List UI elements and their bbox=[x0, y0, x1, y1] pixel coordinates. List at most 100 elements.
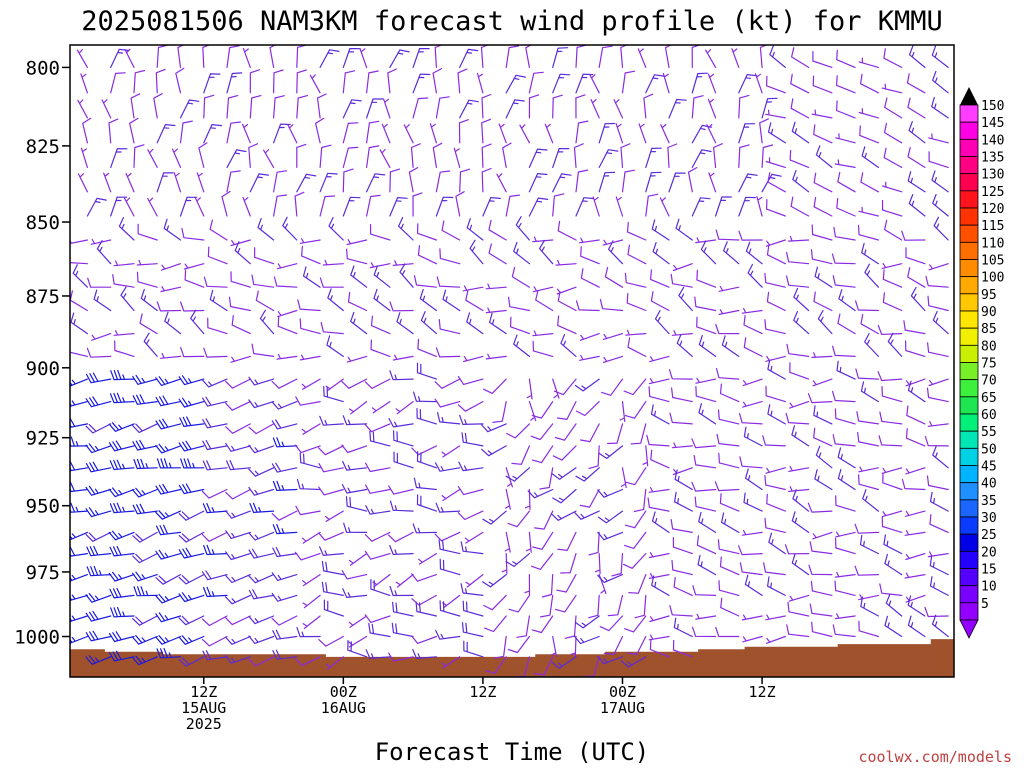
wind-barb-8-7 bbox=[257, 218, 275, 241]
wind-barb-1-5 bbox=[103, 172, 112, 193]
wind-barb-15-8 bbox=[417, 245, 437, 265]
wind-barb-22-10 bbox=[575, 300, 600, 312]
wind-barb-26-14 bbox=[671, 387, 693, 403]
wind-barb-16-11 bbox=[438, 319, 461, 335]
wind-barb-30-16 bbox=[762, 435, 786, 447]
wind-barb-3-6 bbox=[147, 197, 158, 217]
colorbar-cell-60 bbox=[959, 413, 979, 432]
wind-barb-27-23 bbox=[692, 585, 717, 596]
wind-barb-21-12 bbox=[560, 334, 577, 357]
wind-barb-29-13 bbox=[742, 378, 763, 387]
wind-barb-19-4 bbox=[528, 148, 548, 168]
wind-barb-8-25 bbox=[248, 635, 275, 644]
colorbar-label-150: 150 bbox=[981, 99, 1004, 114]
wind-barb-37-17 bbox=[932, 445, 949, 469]
wind-barb-12-24 bbox=[348, 615, 368, 628]
wind-barb-27-24 bbox=[695, 613, 717, 620]
colorbar-cell-110 bbox=[959, 241, 979, 260]
wind-barb-36-16 bbox=[905, 428, 926, 447]
wind-barb-27-21 bbox=[696, 535, 717, 555]
wind-barb-6-2 bbox=[226, 95, 239, 119]
wind-barb-36-2 bbox=[907, 97, 926, 119]
wind-barb-17-4 bbox=[481, 143, 492, 168]
wind-barb-24-23 bbox=[634, 594, 647, 619]
wind-barb-14-14 bbox=[395, 401, 414, 415]
wind-barb-11-18 bbox=[318, 486, 344, 496]
wind-barb-11-21 bbox=[319, 546, 344, 556]
wind-barb-0-4 bbox=[80, 147, 88, 168]
wind-barb-26-16 bbox=[671, 442, 693, 449]
wind-barb-25-21 bbox=[648, 552, 670, 559]
wind-barb-34-2 bbox=[858, 108, 879, 119]
terrain-fill bbox=[70, 639, 954, 677]
wind-barb-37-2 bbox=[931, 96, 949, 119]
wind-barb-28-22 bbox=[719, 556, 740, 576]
wind-barb-27-10 bbox=[694, 296, 717, 312]
wind-barb-34-3 bbox=[859, 125, 879, 144]
wind-barb-25-7 bbox=[651, 219, 670, 241]
wind-barb-31-6 bbox=[790, 196, 810, 217]
wind-barb-36-9 bbox=[907, 267, 926, 288]
wind-barb-9-16 bbox=[272, 437, 298, 448]
wind-barb-30-18 bbox=[764, 475, 786, 491]
colorbar-label-50: 50 bbox=[981, 442, 997, 457]
wind-barb-20-17 bbox=[539, 467, 554, 490]
wind-barb-33-8 bbox=[831, 253, 856, 265]
wind-barb-20-19 bbox=[534, 510, 554, 530]
wind-barb-26-22 bbox=[671, 559, 693, 576]
wind-barb-15-24 bbox=[415, 601, 437, 617]
wind-barb-19-22 bbox=[524, 574, 531, 596]
wind-barb-20-7 bbox=[532, 236, 554, 243]
wind-barb-18-2 bbox=[505, 99, 525, 119]
wind-barb-2-23 bbox=[109, 587, 135, 599]
wind-barb-12-1 bbox=[366, 70, 379, 94]
wind-barb-34-12 bbox=[864, 333, 879, 357]
wind-barb-22-24 bbox=[574, 615, 600, 629]
wind-barb-6-23 bbox=[203, 586, 228, 598]
wind-barb-12-23 bbox=[342, 588, 368, 598]
wind-barb-32-23 bbox=[810, 580, 833, 596]
wind-barb-10-8 bbox=[301, 245, 321, 265]
wind-barb-33-7 bbox=[833, 226, 856, 241]
wind-barb-8-9 bbox=[251, 274, 275, 288]
colorbar-cell-125 bbox=[959, 190, 979, 209]
wind-barb-28-9 bbox=[718, 285, 740, 292]
wind-barb-23-14 bbox=[619, 401, 626, 423]
wind-barb-4-4 bbox=[171, 148, 182, 168]
wind-barb-8-23 bbox=[248, 589, 275, 600]
wind-barb-31-24 bbox=[787, 601, 810, 617]
wind-barb-29-24 bbox=[741, 614, 763, 621]
wind-barb-2-13 bbox=[110, 369, 135, 381]
wind-barb-33-24 bbox=[834, 613, 856, 620]
wind-barb-35-18 bbox=[882, 472, 903, 491]
wind-barb-28-5 bbox=[738, 173, 758, 193]
wind-barb-32-25 bbox=[811, 621, 833, 638]
wind-barb-0-25 bbox=[70, 635, 88, 644]
colorbar-cell-55 bbox=[959, 430, 979, 449]
wind-barb-17-9 bbox=[462, 285, 484, 292]
wind-barb-5-6 bbox=[194, 197, 205, 217]
wind-barb-20-13 bbox=[552, 378, 560, 399]
wind-barb-28-2 bbox=[738, 94, 750, 119]
wind-barb-16-24 bbox=[439, 600, 461, 617]
wind-barb-12-15 bbox=[342, 415, 368, 426]
wind-barb-20-2 bbox=[552, 94, 563, 119]
wind-barb-1-23 bbox=[85, 593, 112, 603]
colorbar-label-145: 145 bbox=[981, 116, 1004, 131]
wind-barb-33-23 bbox=[834, 580, 856, 596]
wind-barb-11-1 bbox=[342, 70, 356, 94]
wind-barb-34-14 bbox=[860, 381, 879, 403]
wind-barb-0-5 bbox=[77, 173, 88, 193]
wind-barb-6-15 bbox=[202, 418, 228, 429]
wind-barb-11-22 bbox=[321, 560, 344, 576]
wind-barb-16-15 bbox=[437, 412, 461, 425]
wind-barb-2-20 bbox=[108, 530, 135, 541]
wind-barb-34-20 bbox=[854, 523, 879, 534]
wind-barb-0-20 bbox=[70, 531, 88, 541]
colorbar-cell-15 bbox=[959, 568, 979, 587]
wind-barb-32-18 bbox=[814, 469, 833, 491]
wind-barb-29-2 bbox=[761, 97, 778, 119]
wind-barb-22-17 bbox=[575, 467, 600, 482]
wind-barb-0-17 bbox=[70, 461, 88, 472]
wind-barb-36-24 bbox=[907, 595, 926, 617]
